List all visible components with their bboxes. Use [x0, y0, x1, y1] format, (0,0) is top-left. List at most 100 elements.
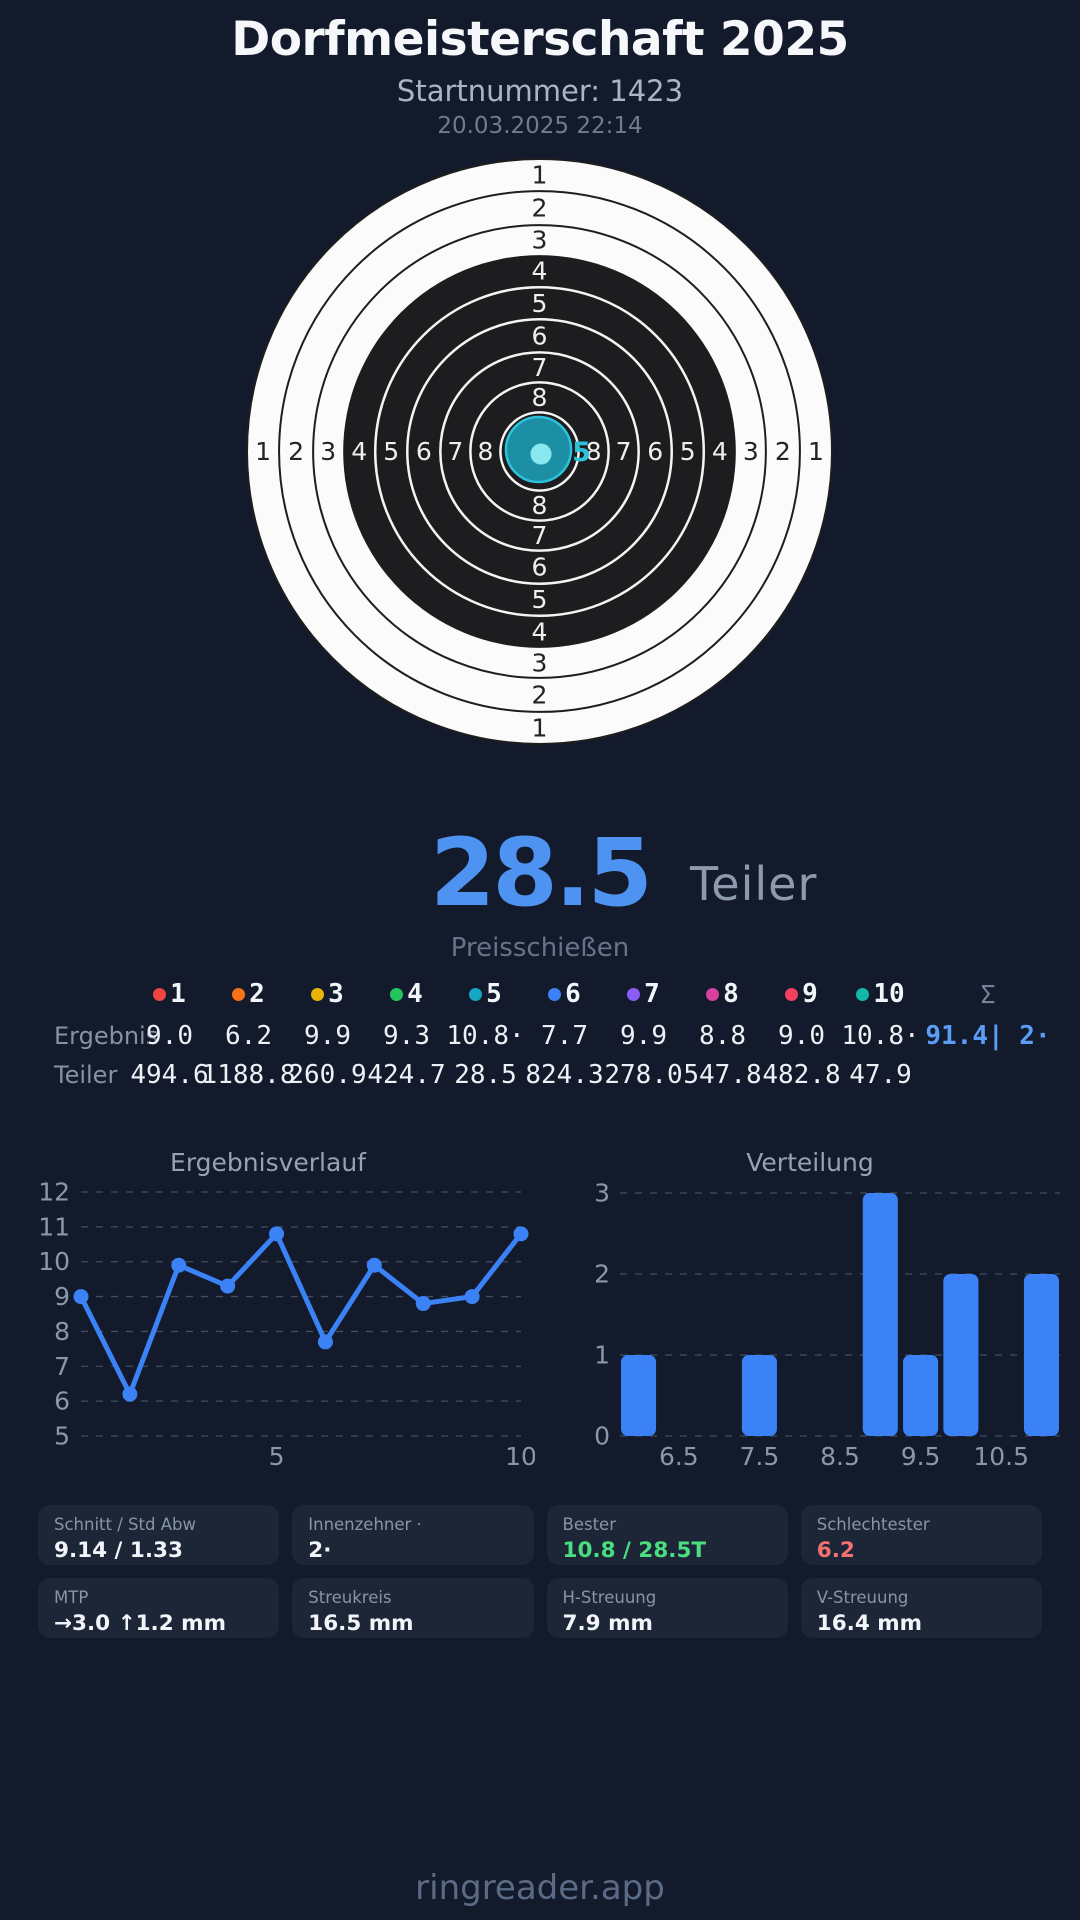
- ring-label-4: 4: [712, 437, 728, 466]
- row-label-ergebnis: Ergebnis: [54, 1022, 159, 1050]
- shot-color-dot: [785, 987, 799, 1001]
- ring-label-7: 7: [532, 353, 548, 382]
- shot-color-dot: [469, 987, 483, 1001]
- ergebnis-value: 9.0: [778, 1021, 825, 1051]
- ring-circle: [439, 351, 640, 552]
- ring-label-1: 1: [532, 713, 548, 742]
- ring-label-2: 2: [532, 680, 548, 709]
- ring-label-4: 4: [532, 257, 548, 286]
- x-tick-label: 6.5: [659, 1442, 699, 1471]
- x-tick-label: 7.5: [740, 1442, 780, 1471]
- ring-label-4: 4: [532, 617, 548, 646]
- stat-card-value: 9.14 / 1.33: [54, 1538, 183, 1563]
- y-tick-label: 7: [54, 1352, 70, 1381]
- score-mode: Preisschießen: [450, 933, 630, 963]
- shot-color-dot: [390, 987, 404, 1001]
- data-point: [220, 1278, 236, 1294]
- histogram-bar: [903, 1355, 939, 1436]
- y-tick-label: 6: [54, 1387, 70, 1416]
- shot-color-dot: [548, 987, 562, 1001]
- data-point: [464, 1289, 480, 1305]
- histogram-bar: [1023, 1274, 1059, 1436]
- ring-label-7: 7: [447, 437, 463, 466]
- sum-symbol: Σ: [980, 979, 996, 1009]
- y-tick-label: 2: [594, 1260, 610, 1289]
- shot-number: 6: [565, 979, 581, 1009]
- score-value: 28.5: [430, 819, 653, 928]
- sum-teiler: [920, 1056, 1080, 1094]
- ring-label-5: 5: [532, 289, 548, 318]
- teiler-value: 260.9: [288, 1060, 367, 1090]
- ring-label-4: 4: [351, 437, 367, 466]
- x-tick-label: 10.5: [973, 1442, 1029, 1471]
- shot-color-dot: [706, 987, 720, 1001]
- ring-circle: [312, 224, 767, 679]
- ring-label-7: 7: [616, 437, 632, 466]
- shot-color-dot: [627, 987, 641, 1001]
- ring-label-8: 8: [586, 437, 602, 466]
- sum-ergebnis: 91.4| 2·: [925, 1021, 1051, 1051]
- ring-label-2: 2: [775, 437, 791, 466]
- best-shot-number: 5: [572, 437, 591, 468]
- stat-card-label: Schlechtester: [816, 1515, 930, 1534]
- shot-number: 5: [486, 979, 502, 1009]
- session-datetime: 20.03.2025 22:14: [437, 113, 643, 139]
- ring-label-3: 3: [743, 437, 759, 466]
- teiler-value: 47.9: [849, 1060, 912, 1090]
- y-tick-label: 0: [594, 1422, 610, 1451]
- ring-label-8: 8: [477, 437, 493, 466]
- ring-label-1: 1: [255, 437, 271, 466]
- ring-label-2: 2: [288, 437, 304, 466]
- line-chart-title: Ergebnisverlauf: [170, 1148, 367, 1177]
- y-tick-label: 11: [38, 1212, 70, 1241]
- shot-header-1: 1: [130, 972, 209, 1016]
- shot-color-dot: [856, 987, 870, 1001]
- shot-header-9: 9: [762, 972, 841, 1016]
- y-tick-label: 3: [594, 1179, 610, 1208]
- data-point: [317, 1334, 333, 1350]
- ring-label-5: 5: [383, 437, 399, 466]
- ergebnis-value: 9.0: [146, 1021, 193, 1051]
- shot-number: 9: [802, 979, 818, 1009]
- start-number: Startnummer: 1423: [396, 74, 684, 108]
- x-tick-label: 5: [269, 1442, 285, 1471]
- bar-chart-title: Verteilung: [746, 1148, 873, 1177]
- ring-label-6: 6: [647, 437, 663, 466]
- ergebnis-value: 9.9: [620, 1021, 667, 1051]
- y-tick-label: 12: [38, 1178, 70, 1207]
- stat-card-label: MTP: [54, 1588, 89, 1607]
- histogram-bar: [862, 1193, 898, 1436]
- stat-card-value: 10.8 / 28.5T: [562, 1538, 707, 1563]
- ergebnis-value: 9.9: [304, 1021, 351, 1051]
- bar-chart: Verteilung 0 1 2 3 6.5 7.5 8.5 9.5 10.5: [594, 1148, 1060, 1471]
- stat-card: Streukreis 16.5 mm: [292, 1578, 534, 1638]
- stat-card-label: H-Streuung: [562, 1588, 657, 1607]
- ring-label-3: 3: [532, 648, 548, 677]
- ring-label-1: 1: [808, 437, 824, 466]
- ergebnis-value: 7.7: [541, 1021, 588, 1051]
- row-label-teiler: Teiler: [54, 1061, 118, 1089]
- ring-label-8: 8: [532, 383, 548, 412]
- ergebnis-value: 10.8·: [841, 1021, 920, 1051]
- stat-card-value: →3.0 ↑1.2 mm: [54, 1611, 226, 1636]
- shot-header-7: 7: [604, 972, 683, 1016]
- score-section: 28.5 Teiler Preisschießen: [0, 824, 1080, 964]
- data-point: [366, 1257, 382, 1273]
- footer-brand: ringreader.app: [415, 1868, 665, 1908]
- stat-card: Innenzehner · 2·: [292, 1505, 534, 1565]
- ring-circle: [499, 411, 580, 492]
- ring-label-7: 7: [532, 521, 548, 550]
- teiler-value: 1188.8: [201, 1060, 296, 1090]
- histogram-bar: [741, 1355, 777, 1436]
- teiler-value: 482.8: [762, 1060, 841, 1090]
- ring-label-1: 1: [532, 161, 548, 190]
- stat-card-value: 16.5 mm: [308, 1611, 414, 1636]
- data-point: [269, 1226, 285, 1242]
- shot-header-8: 8: [683, 972, 762, 1016]
- ring-label-6: 6: [416, 437, 432, 466]
- shot-number: 3: [328, 979, 344, 1009]
- ring-circle: [406, 318, 673, 585]
- ring-label-2: 2: [532, 194, 548, 223]
- ring-label-6: 6: [532, 321, 548, 350]
- y-tick-label: 9: [54, 1282, 70, 1311]
